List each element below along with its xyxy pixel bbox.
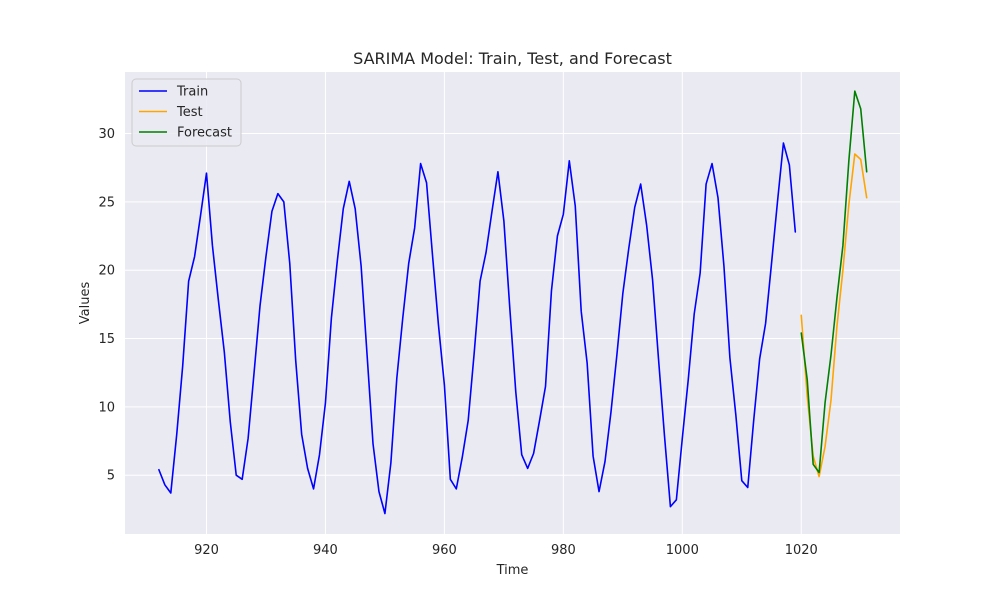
y-tick-label: 10 bbox=[98, 400, 115, 415]
legend-box bbox=[131, 78, 242, 147]
y-tick-label: 25 bbox=[98, 195, 115, 210]
chart-title: SARIMA Model: Train, Test, and Forecast bbox=[353, 49, 672, 68]
x-tick-label: 920 bbox=[194, 543, 219, 558]
vertical-gridlines bbox=[205, 72, 802, 534]
legend-label-forecast: Forecast bbox=[177, 126, 232, 141]
x-axis-label: Time bbox=[496, 563, 529, 578]
y-tick-label: 5 bbox=[107, 469, 115, 484]
x-tick-label: 1020 bbox=[785, 543, 818, 558]
series-line-forecast bbox=[800, 90, 868, 474]
y-tick-labels: 5 10 15 20 25 30 bbox=[98, 127, 115, 484]
series-line-train bbox=[158, 142, 797, 515]
legend: Train Test Forecast bbox=[131, 78, 242, 147]
y-axis-label: Values bbox=[78, 282, 93, 325]
x-tick-label: 1000 bbox=[666, 543, 699, 558]
plot-background bbox=[125, 72, 900, 534]
x-tick-label: 960 bbox=[432, 543, 457, 558]
y-tick-label: 20 bbox=[98, 264, 115, 279]
series-lines bbox=[158, 90, 868, 515]
legend-label-train: Train bbox=[176, 85, 208, 100]
legend-label-test: Test bbox=[176, 105, 203, 120]
x-tick-labels: 920 940 960 980 1000 1020 bbox=[194, 543, 818, 558]
y-tick-label: 30 bbox=[98, 127, 115, 142]
y-tick-label: 15 bbox=[98, 332, 115, 347]
x-tick-label: 940 bbox=[313, 543, 338, 558]
x-tick-label: 980 bbox=[551, 543, 576, 558]
